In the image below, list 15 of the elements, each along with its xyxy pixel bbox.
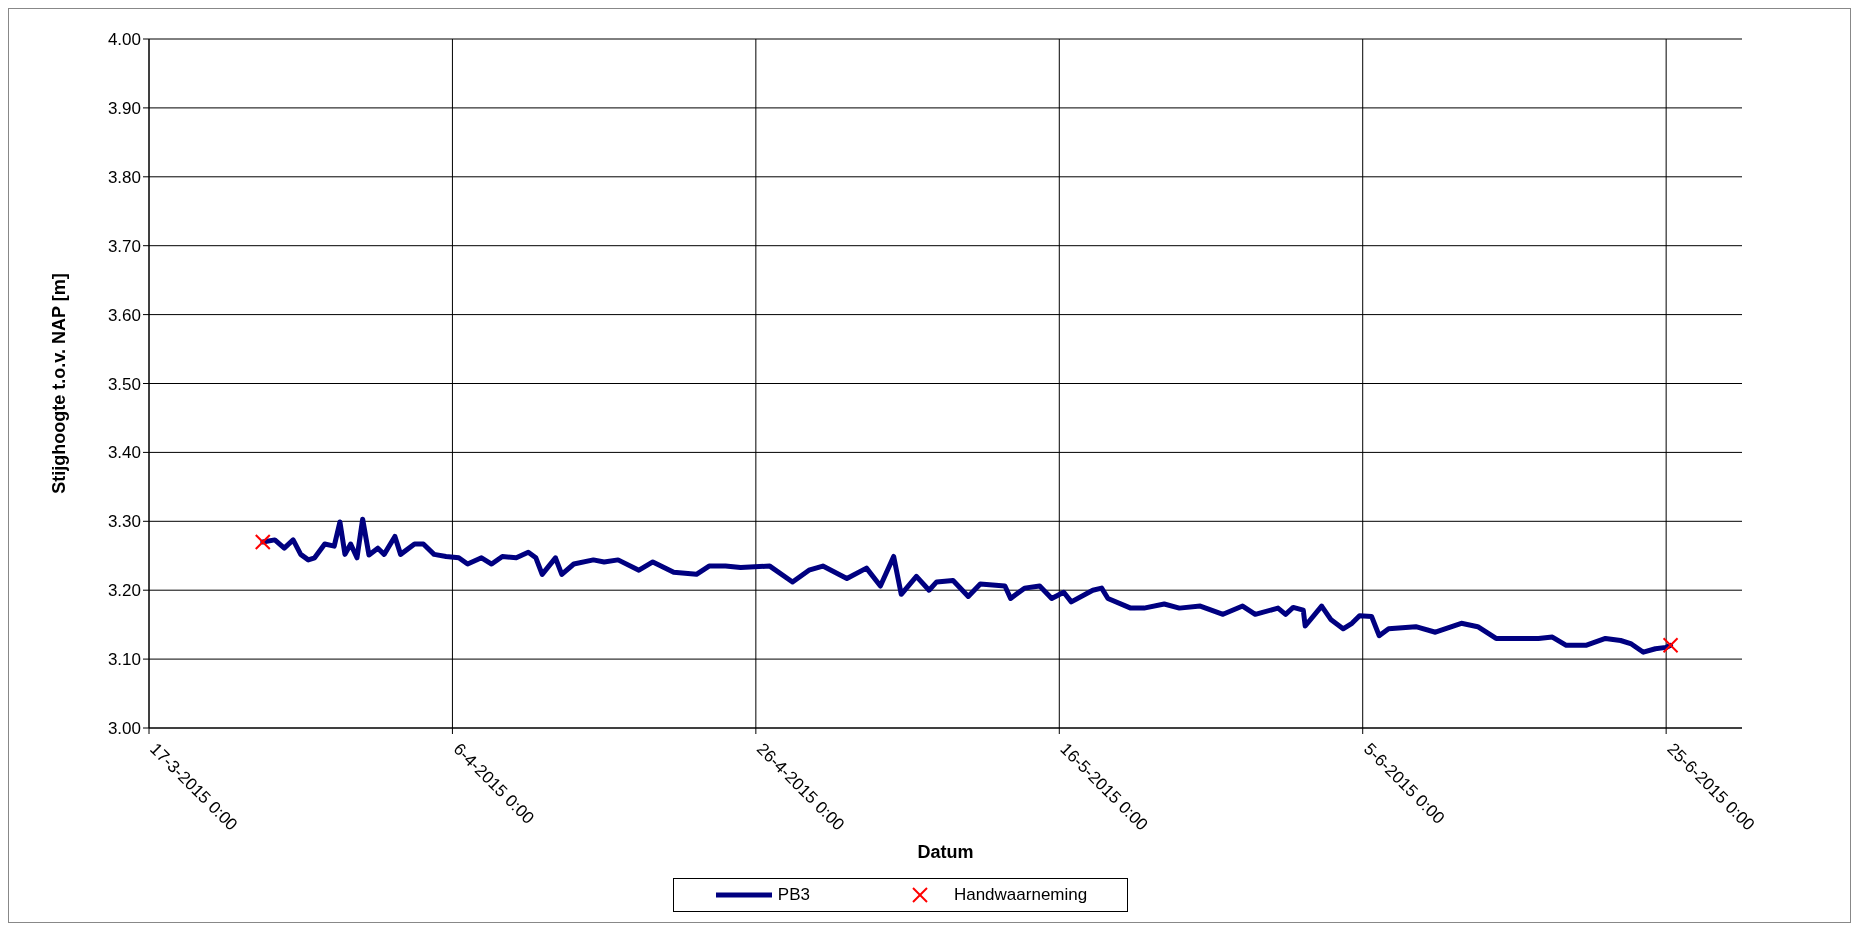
y-tick-label: 3.70 [107,236,141,256]
legend-label: Handwaarneming [953,885,1088,905]
y-tick-label: 3.80 [107,167,141,187]
y-tick-label: 3.50 [107,374,141,394]
y-tick-label: 3.90 [107,98,141,118]
y-tick-label: 4.00 [107,30,141,50]
y-axis-title: Stijghoogte t.o.v. NAP [m] [49,273,70,494]
x-axis-title: Datum [917,842,974,862]
legend-label: PB3 [777,885,810,905]
y-tick-label: 3.30 [107,512,141,532]
y-tick-label: 3.40 [107,443,141,463]
y-tick-label: 3.10 [107,650,141,670]
y-tick-label: 3.20 [107,581,141,601]
y-tick-label: 3.00 [107,719,141,739]
y-tick-label: 3.60 [107,305,141,325]
